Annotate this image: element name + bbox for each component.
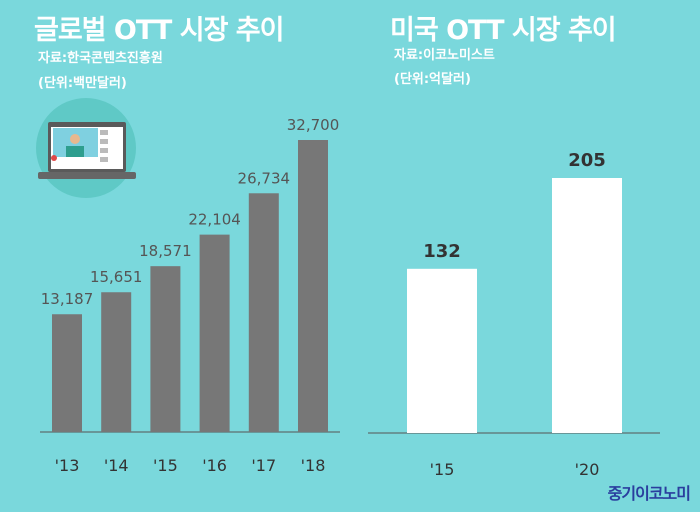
- x-tick-label: '13: [55, 456, 80, 475]
- x-tick-label: '20: [575, 460, 600, 479]
- bar: [52, 314, 82, 432]
- right-chart-source: 자료:이코노미스트: [394, 48, 495, 63]
- bar: [298, 140, 328, 432]
- data-label: 26,734: [238, 169, 291, 187]
- bar: [101, 292, 132, 432]
- laptop-icon: [36, 98, 136, 198]
- right-chart-unit: (단위:억달러): [394, 72, 471, 87]
- right-chart-title: 미국 OTT 시장 추이: [390, 15, 617, 46]
- data-label: 15,651: [90, 268, 143, 286]
- data-label: 13,187: [41, 290, 94, 308]
- data-label: 22,104: [188, 211, 241, 229]
- x-tick-label: '16: [202, 456, 227, 475]
- bar: [552, 178, 622, 433]
- x-tick-label: '17: [251, 456, 276, 475]
- left-chart-source: 자료:한국콘텐츠진흥원: [38, 51, 163, 66]
- x-tick-label: '15: [430, 460, 455, 479]
- left-chart-title: 글로벌 OTT 시장 추이: [34, 15, 284, 46]
- bar: [199, 234, 230, 432]
- bar: [407, 268, 477, 433]
- x-tick-label: '18: [301, 456, 326, 475]
- data-label: 132: [423, 241, 461, 262]
- left-chart-unit: (단위:백만달러): [38, 76, 127, 91]
- x-tick-label: '15: [153, 456, 178, 475]
- x-tick-label: '14: [104, 456, 129, 475]
- data-label: 32,700: [287, 116, 340, 134]
- bar: [150, 266, 181, 432]
- data-label: 205: [568, 150, 606, 171]
- brand-logo: 중기이코노미: [607, 484, 691, 503]
- bar: [248, 193, 279, 432]
- data-label: 18,571: [139, 242, 192, 260]
